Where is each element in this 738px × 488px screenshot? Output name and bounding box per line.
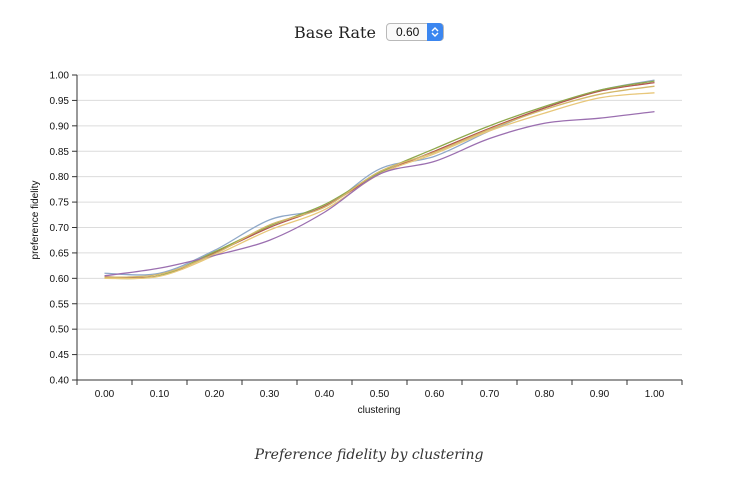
series-line-5 (104, 85, 655, 278)
y-tick-label: 0.55 (50, 299, 70, 310)
x-tick-label: 0.30 (260, 389, 280, 400)
y-tick-label: 0.90 (50, 121, 70, 132)
series-line-1 (104, 81, 655, 279)
axes: 0.40 0.45 0.50 0.55 0.60 0.65 0.70 0.75 0.80 0.85… (50, 71, 683, 400)
x-tick-label: 0.70 (480, 389, 500, 400)
y-tick-label: 0.75 (50, 198, 70, 209)
y-tick-label: 0.40 (50, 376, 70, 387)
base-rate-select[interactable]: 0.60 (385, 23, 444, 41)
x-tick-label: 0.80 (535, 389, 555, 400)
x-tick-label: 0.60 (425, 389, 445, 400)
gridlines (77, 74, 682, 381)
updown-arrows-icon[interactable] (426, 23, 443, 41)
x-tick-label: 1.00 (645, 389, 665, 400)
y-tick-label: 0.65 (50, 248, 70, 259)
series-line-2 (104, 80, 655, 280)
y-tick-label: 1.00 (50, 71, 70, 82)
x-tick-label: 0.20 (205, 389, 225, 400)
series-line-4 (104, 110, 655, 277)
preference-fidelity-chart: 0.40 0.45 0.50 0.55 0.60 0.65 0.70 0.75 0.80 0.85… (30, 71, 683, 416)
x-tick-label: 0.00 (95, 389, 115, 400)
y-axis-title: preference fidelity (30, 181, 41, 260)
y-tick-label: 0.85 (50, 147, 70, 158)
base-rate-control: Base Rate 0.60 (0, 20, 738, 44)
y-tick-label: 0.60 (50, 274, 70, 285)
series-lines (104, 79, 655, 280)
chart-caption: Preference fidelity by clustering (254, 447, 484, 463)
base-rate-value: 0.60 (395, 25, 420, 39)
x-axis-title: clustering (358, 405, 401, 416)
series-line-0 (104, 79, 655, 276)
x-tick-label: 0.90 (590, 389, 610, 400)
y-tick-label: 0.50 (50, 325, 70, 336)
y-tick-label: 0.80 (50, 172, 70, 183)
y-tick-label: 0.45 (50, 350, 70, 361)
y-tick-label: 0.95 (50, 96, 70, 107)
x-tick-label: 0.40 (315, 389, 335, 400)
y-tick-label: 0.70 (50, 223, 70, 234)
x-tick-label: 0.10 (150, 389, 170, 400)
x-tick-label: 0.50 (370, 389, 390, 400)
base-rate-label: Base Rate (294, 22, 376, 42)
